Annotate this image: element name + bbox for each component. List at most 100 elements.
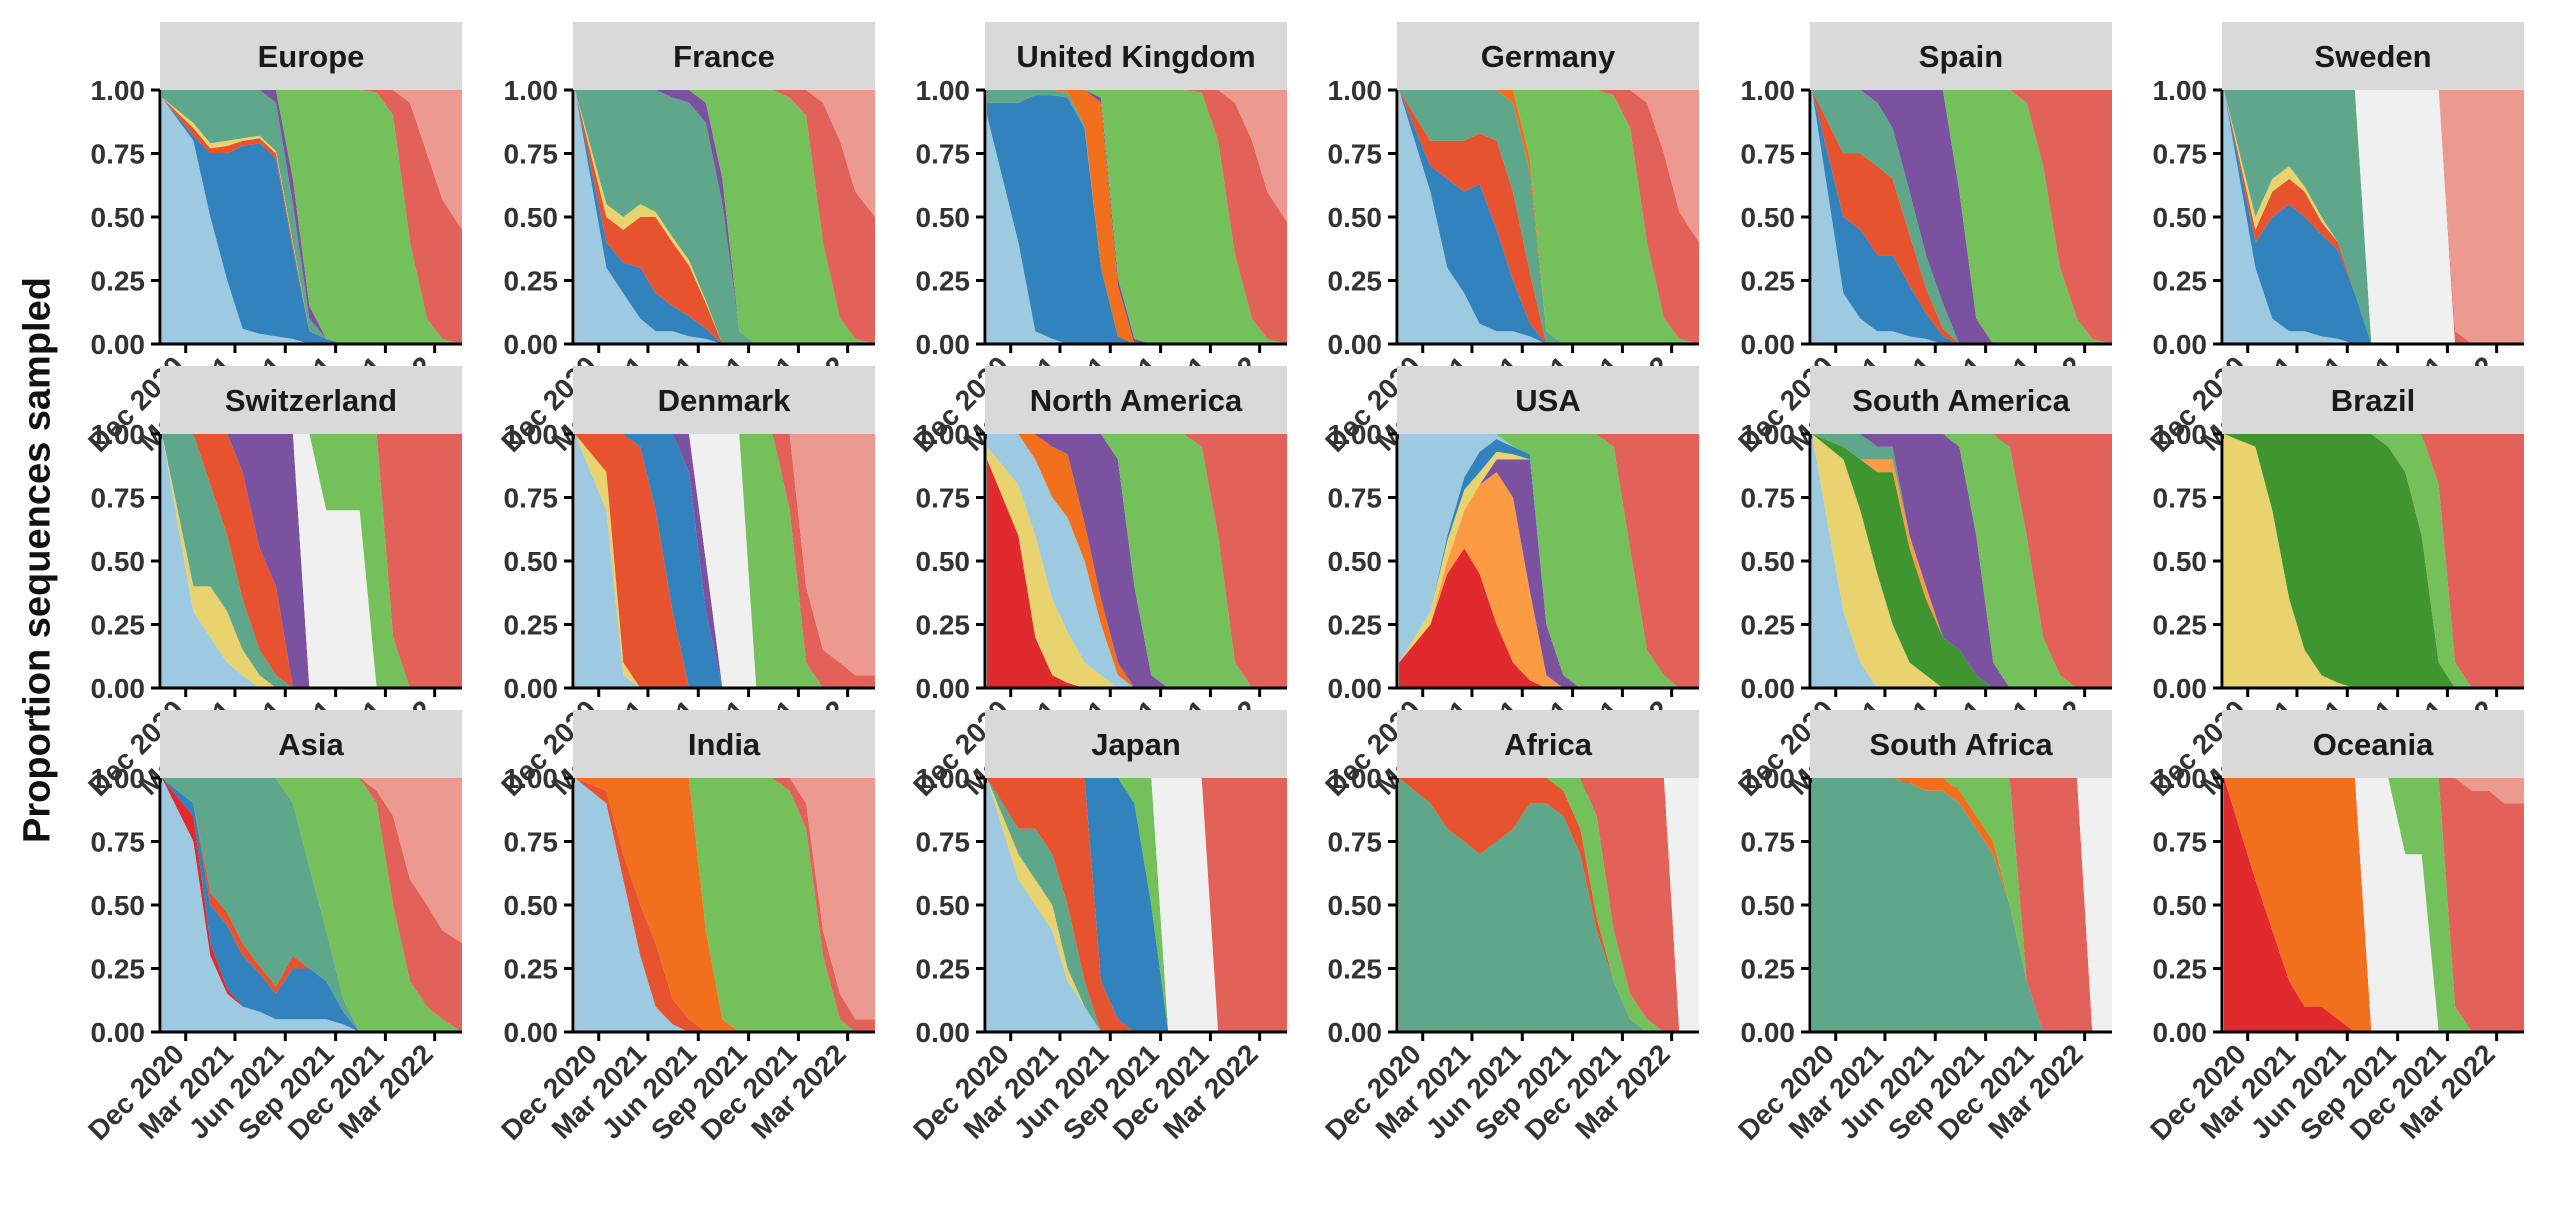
- area-green: [575, 90, 875, 344]
- facet-strip: [985, 22, 1287, 90]
- y-tick-label: 0.00: [916, 673, 971, 704]
- y-tick-label: 0.00: [91, 329, 146, 360]
- area-salmon: [987, 90, 1287, 344]
- area-no_data: [1812, 778, 2112, 1032]
- area-pink: [575, 778, 875, 1020]
- facet-title: United Kingdom: [1016, 39, 1255, 74]
- area-orange_red: [1399, 778, 1699, 1032]
- area-purple: [575, 90, 875, 344]
- y-axis-label: Proportion sequences sampled: [16, 277, 59, 843]
- y-tick-label: 0.25: [1328, 954, 1383, 985]
- facet-title: Denmark: [658, 383, 791, 418]
- area-teal: [1812, 90, 2112, 344]
- area-blue: [162, 778, 462, 1032]
- area-lightblue: [1399, 434, 1699, 688]
- area-orange_red: [162, 434, 462, 688]
- y-tick-label: 0.75: [1741, 483, 1796, 514]
- area-darkgreen: [2224, 434, 2524, 688]
- y-tick-label: 1.00: [916, 419, 971, 450]
- y-tick-label: 0.75: [2153, 483, 2208, 514]
- y-tick-label: 0.25: [2153, 954, 2208, 985]
- y-tick-label: 1.00: [504, 763, 559, 794]
- y-tick-label: 0.75: [91, 139, 146, 170]
- area-lightblue: [162, 97, 462, 344]
- y-tick-label: 1.00: [91, 419, 146, 450]
- area-blue: [2224, 90, 2524, 344]
- y-tick-label: 0.00: [2153, 329, 2208, 360]
- y-tick-label: 0.00: [1328, 1017, 1383, 1048]
- y-tick-label: 1.00: [2153, 75, 2208, 106]
- y-tick-label: 0.75: [916, 827, 971, 858]
- area-teal: [162, 434, 462, 688]
- area-no_data: [1399, 778, 1699, 1032]
- area-teal: [162, 90, 462, 344]
- facet-strip: [1397, 710, 1699, 778]
- y-tick-label: 0.75: [1741, 139, 1796, 170]
- area-yellow: [987, 446, 1287, 688]
- area-green: [1399, 434, 1699, 688]
- area-red: [1399, 548, 1699, 688]
- area-no_data: [162, 434, 462, 688]
- y-tick-label: 0.25: [1328, 266, 1383, 297]
- area-teal: [1812, 778, 2112, 1032]
- y-tick-label: 0.50: [91, 890, 146, 921]
- y-tick-label: 0.25: [504, 954, 559, 985]
- y-tick-label: 0.00: [504, 673, 559, 704]
- y-tick-label: 0.50: [504, 546, 559, 577]
- facet-title: Sweden: [2314, 39, 2431, 74]
- y-tick-label: 0.00: [504, 1017, 559, 1048]
- area-teal: [575, 90, 875, 344]
- y-tick-label: 0.25: [91, 954, 146, 985]
- y-tick-label: 1.00: [504, 419, 559, 450]
- area-pink: [162, 90, 462, 230]
- area-teal: [1399, 90, 1699, 344]
- area-purple: [1399, 459, 1699, 688]
- area-pink: [987, 90, 1287, 223]
- y-tick-label: 0.25: [504, 610, 559, 641]
- y-tick-label: 1.00: [1741, 763, 1796, 794]
- y-tick-label: 0.25: [504, 266, 559, 297]
- y-tick-label: 0.00: [2153, 1017, 2208, 1048]
- y-tick-label: 0.25: [2153, 266, 2208, 297]
- area-orange_red: [1399, 90, 1699, 344]
- area-green: [1812, 434, 2112, 688]
- area-pink: [162, 778, 462, 944]
- facet-title: France: [673, 39, 775, 74]
- y-tick-label: 0.50: [916, 890, 971, 921]
- area-yellow: [2224, 434, 2524, 688]
- y-tick-label: 0.75: [1328, 139, 1383, 170]
- y-tick-label: 0.00: [2153, 673, 2208, 704]
- facet-strip: [160, 366, 462, 434]
- y-tick-label: 0.50: [1741, 890, 1796, 921]
- y-tick-label: 0.75: [2153, 139, 2208, 170]
- area-blue: [1399, 90, 1699, 344]
- y-tick-label: 0.50: [916, 546, 971, 577]
- area-pink: [1399, 90, 1699, 243]
- y-tick-label: 0.00: [91, 1017, 146, 1048]
- area-red: [987, 459, 1287, 688]
- y-tick-label: 0.50: [504, 202, 559, 233]
- area-orange_red: [575, 778, 875, 1032]
- area-lightblue: [987, 778, 1287, 1032]
- area-green: [2224, 778, 2524, 1032]
- area-green: [162, 778, 462, 1032]
- y-tick-label: 0.25: [1741, 266, 1796, 297]
- facet-title: Brazil: [2331, 383, 2415, 418]
- area-light_orange: [1399, 472, 1699, 688]
- area-salmon: [1812, 90, 2112, 344]
- y-tick-label: 1.00: [916, 763, 971, 794]
- facet-title: India: [688, 727, 761, 762]
- area-orange: [575, 778, 875, 1032]
- y-tick-label: 0.25: [1741, 954, 1796, 985]
- facet-strip: [160, 22, 462, 90]
- y-tick-label: 1.00: [1328, 75, 1383, 106]
- area-teal: [1399, 778, 1699, 1032]
- y-tick-label: 1.00: [91, 75, 146, 106]
- facet-strip: [573, 366, 875, 434]
- area-no_data: [987, 778, 1287, 1032]
- area-salmon: [1399, 778, 1699, 1032]
- y-tick-label: 0.50: [916, 202, 971, 233]
- area-salmon: [575, 90, 875, 344]
- facet-title: Africa: [1504, 727, 1593, 762]
